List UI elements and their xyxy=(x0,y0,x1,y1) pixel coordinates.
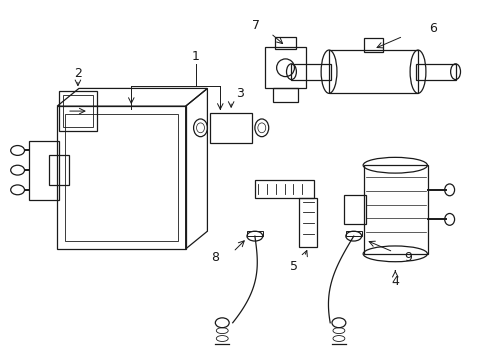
Text: 4: 4 xyxy=(390,275,398,288)
Text: 6: 6 xyxy=(428,22,436,35)
Text: 7: 7 xyxy=(251,19,259,32)
Text: 5: 5 xyxy=(290,260,298,273)
Text: 9: 9 xyxy=(404,251,411,264)
Text: 2: 2 xyxy=(74,67,81,80)
Text: 1: 1 xyxy=(191,50,199,63)
Text: 3: 3 xyxy=(236,87,244,100)
Text: 8: 8 xyxy=(211,251,219,264)
